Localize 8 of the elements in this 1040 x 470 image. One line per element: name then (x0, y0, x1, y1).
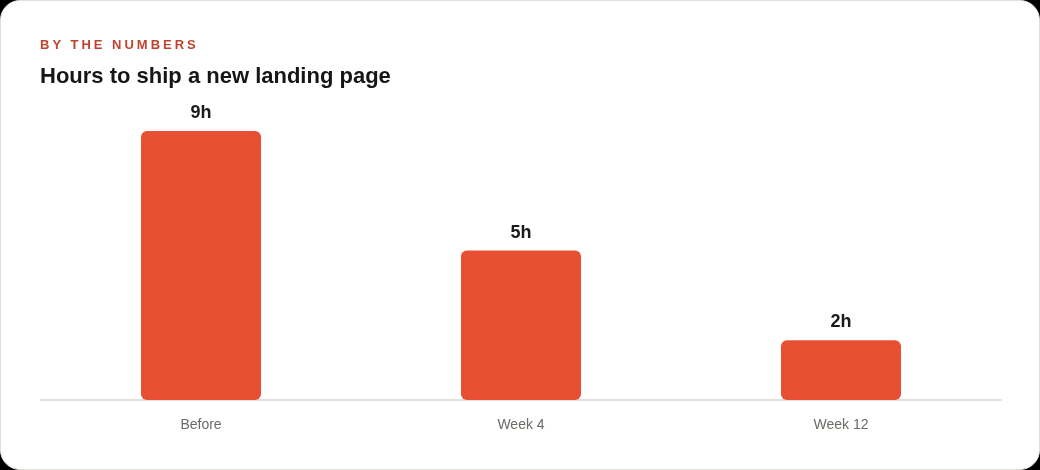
x-tick-label: Week 4 (497, 416, 545, 432)
x-tick-label: Before (180, 416, 222, 432)
data-label: 5h (510, 221, 532, 242)
data-label: 9h (190, 101, 212, 122)
data-label: 2h (830, 311, 852, 332)
x-tick-label: Week 12 (813, 416, 869, 432)
chart-title: Hours to ship a new landing page (40, 63, 391, 89)
chart-subtitle: BY THE NUMBERS (40, 37, 199, 53)
